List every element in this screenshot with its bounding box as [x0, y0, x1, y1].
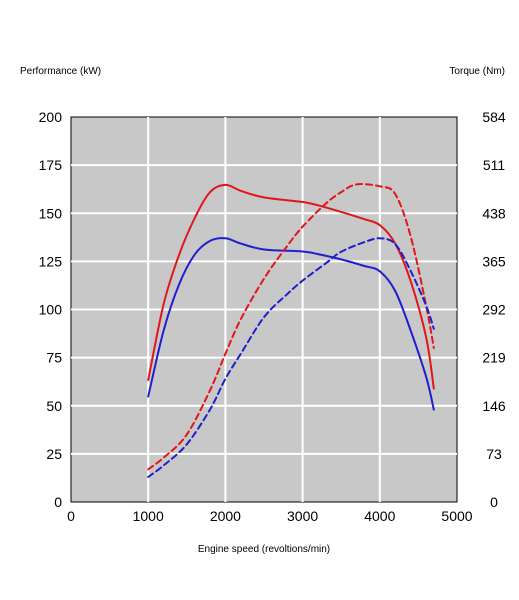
y-right-tick-label: 365 [482, 253, 506, 269]
y-right-tick-label: 146 [482, 398, 506, 414]
y-right-tick-label: 219 [482, 350, 506, 366]
x-tick-label: 3000 [287, 508, 318, 524]
grid [71, 117, 457, 502]
ticks-layer: 0255075100125150175200073146219292365438… [39, 109, 506, 524]
y-right-tick-label: 438 [482, 205, 506, 221]
y-left-tick-label: 25 [46, 446, 62, 462]
series-line-1 [147, 183, 435, 390]
y-left-tick-label: 75 [46, 350, 62, 366]
series-layer [147, 183, 435, 478]
y-right-tick-label: 73 [486, 446, 502, 462]
y-left-tick-label: 0 [54, 494, 62, 510]
x-tick-label: 1000 [133, 508, 164, 524]
x-tick-label: 4000 [364, 508, 395, 524]
series-line-3 [147, 183, 435, 471]
series-line-4 [147, 237, 435, 478]
y-right-tick-label: 584 [482, 109, 506, 125]
y-right-tick-label: 292 [482, 302, 506, 318]
x-tick-label: 5000 [441, 508, 472, 524]
x-tick-label: 0 [67, 508, 75, 524]
x-tick-label: 2000 [210, 508, 241, 524]
y-left-tick-label: 125 [39, 253, 63, 269]
left-axis-title: Performance (kW) [20, 66, 101, 77]
y-right-tick-label: 511 [483, 157, 506, 173]
y-right-tick-label: 0 [490, 494, 498, 510]
y-left-tick-label: 50 [46, 398, 62, 414]
right-axis-title: Torque (Nm) [449, 66, 505, 77]
y-left-tick-label: 200 [39, 109, 63, 125]
series-line-2 [147, 237, 435, 411]
y-left-tick-label: 150 [39, 205, 63, 221]
x-axis-title: Engine speed (revoltions/min) [198, 544, 330, 555]
y-left-tick-label: 175 [39, 157, 63, 173]
y-left-tick-label: 100 [39, 302, 63, 318]
